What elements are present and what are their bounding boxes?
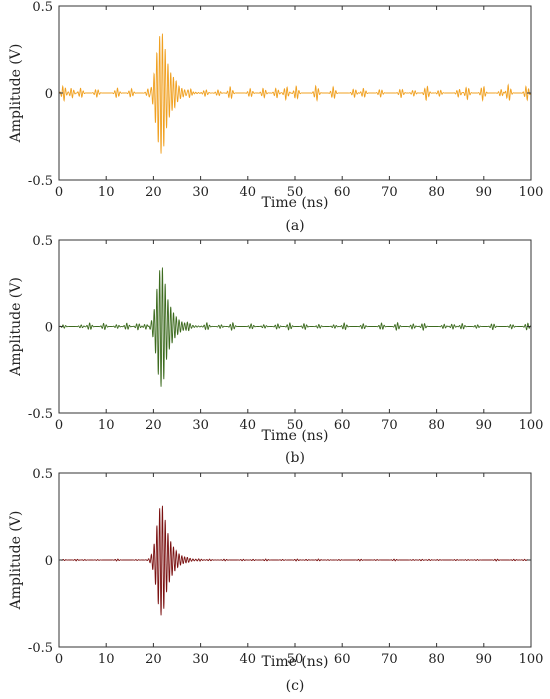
- x-tick-label: 0: [55, 418, 63, 433]
- x-tick-label: 80: [428, 418, 445, 433]
- x-axis-label: Time (ns): [262, 428, 329, 444]
- x-tick-label: 50: [287, 418, 304, 433]
- x-tick-label: 90: [476, 418, 493, 433]
- y-tick-label: 0: [45, 554, 53, 569]
- series-line: [58, 33, 532, 154]
- x-tick-label: 70: [381, 652, 398, 667]
- x-tick-label: 90: [476, 185, 493, 200]
- series-line: [59, 267, 532, 387]
- y-axis-label: Amplitude (V): [8, 511, 24, 611]
- y-tick-label: 0: [45, 321, 53, 336]
- y-tick-label: -0.5: [28, 641, 53, 656]
- x-tick-label: 60: [334, 652, 351, 667]
- x-tick-label: 100: [519, 418, 544, 433]
- x-tick-label: 60: [334, 418, 351, 433]
- y-tick-label: -0.5: [28, 174, 53, 189]
- x-tick-label: 30: [192, 185, 209, 200]
- panel-caption: (a): [285, 218, 304, 234]
- x-tick-label: 80: [428, 185, 445, 200]
- x-tick-label: 20: [145, 418, 162, 433]
- panel-caption: (c): [286, 678, 305, 694]
- panel-caption: (b): [285, 450, 305, 466]
- x-tick-label: 40: [240, 185, 257, 200]
- x-tick-label: 0: [55, 652, 63, 667]
- series-line: [58, 505, 531, 616]
- x-tick-label: 90: [476, 652, 493, 667]
- x-tick-label: 100: [519, 652, 544, 667]
- x-tick-label: 50: [287, 185, 304, 200]
- x-tick-label: 70: [381, 418, 398, 433]
- y-axis-label: Amplitude (V): [8, 44, 24, 144]
- y-tick-label: 0.5: [32, 234, 53, 249]
- x-tick-label: 80: [428, 652, 445, 667]
- x-tick-label: 10: [98, 185, 115, 200]
- x-tick-label: 30: [192, 418, 209, 433]
- x-axis-label: Time (ns): [262, 195, 329, 211]
- x-tick-label: 0: [55, 185, 63, 200]
- y-tick-label: -0.5: [28, 407, 53, 422]
- x-tick-label: 60: [334, 185, 351, 200]
- x-axis-label: Time (ns): [262, 654, 329, 670]
- x-tick-label: 10: [98, 418, 115, 433]
- x-tick-label: 30: [192, 652, 209, 667]
- x-tick-label: 50: [287, 652, 304, 667]
- x-tick-label: 40: [240, 418, 257, 433]
- y-tick-label: 0.5: [32, 0, 53, 15]
- y-tick-label: 0.5: [32, 467, 53, 482]
- y-axis-label: Amplitude (V): [8, 277, 24, 377]
- x-tick-label: 100: [519, 185, 544, 200]
- x-tick-label: 40: [240, 652, 257, 667]
- x-tick-label: 10: [98, 652, 115, 667]
- y-tick-label: 0: [45, 87, 53, 102]
- x-tick-label: 20: [145, 185, 162, 200]
- x-tick-label: 70: [381, 185, 398, 200]
- x-tick-label: 20: [145, 652, 162, 667]
